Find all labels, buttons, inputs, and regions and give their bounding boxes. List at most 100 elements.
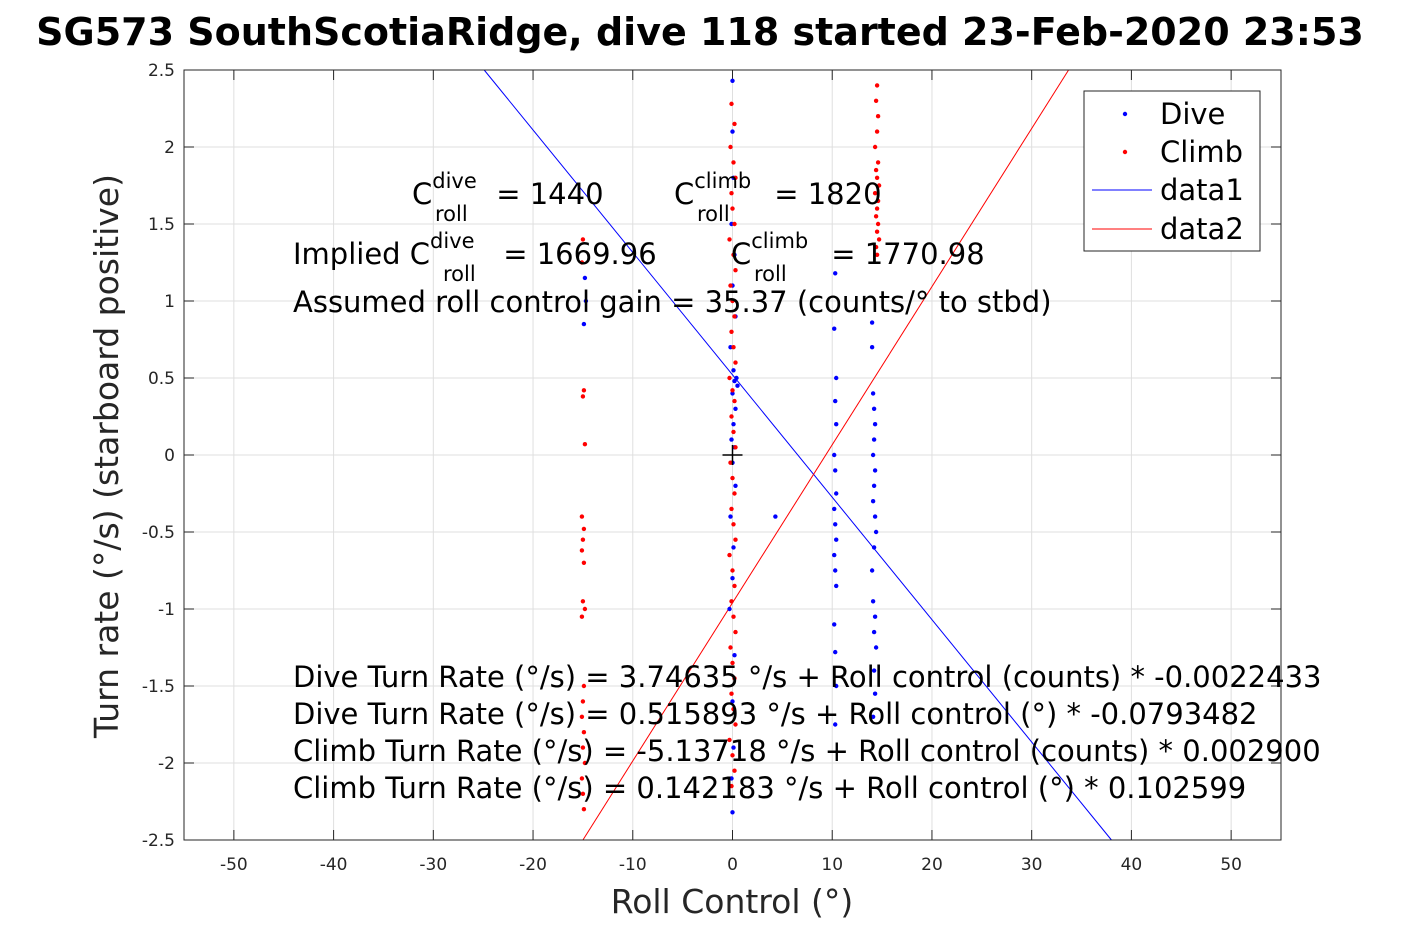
climb-point [729, 329, 734, 334]
climb-point [875, 221, 881, 227]
climb-point [733, 175, 738, 180]
dive-point [873, 529, 879, 535]
y-tick-label: 0 [164, 446, 175, 466]
climb-point [582, 442, 588, 447]
dive-point [834, 491, 839, 496]
y-tick-label: 0.5 [148, 369, 175, 389]
climb-point [732, 491, 737, 496]
climb-point [727, 737, 732, 743]
implied-c-roll-dive-annotation: Implied Cdive roll = 1669.96 [293, 229, 657, 286]
dive-point [733, 406, 738, 411]
legend-markers [1092, 111, 1152, 230]
dive-point [833, 522, 838, 527]
climb-point [580, 537, 586, 542]
climb-point [731, 706, 736, 712]
climb-point [731, 522, 736, 527]
climb-point [580, 599, 586, 604]
dive-point [833, 649, 838, 655]
dive-point [833, 271, 838, 276]
y-tick-label: -2.5 [142, 831, 175, 851]
x-tick-label: -30 [419, 855, 447, 875]
dive-point [872, 691, 878, 696]
climb-point [732, 676, 737, 681]
climb-point [873, 98, 879, 104]
y-tick-label: 2.5 [148, 61, 175, 81]
climb-point [581, 807, 587, 812]
climb-point [581, 388, 587, 393]
y-tick-label: -1 [158, 600, 175, 620]
climb-point [874, 206, 880, 211]
dive-point [871, 629, 877, 635]
dive-point [732, 653, 737, 658]
climb-point [874, 252, 880, 257]
climb-point [876, 183, 882, 188]
dive-point [729, 437, 734, 442]
dive-point [834, 537, 839, 542]
climb-point [730, 298, 735, 304]
dive-point [872, 614, 878, 619]
dive-point [773, 514, 778, 519]
dive-point [728, 514, 733, 519]
dive-point [834, 583, 839, 589]
dive-point [729, 776, 734, 781]
climb-point [580, 699, 586, 704]
climb-point [581, 683, 587, 689]
legend-label-dive: Dive [1160, 97, 1225, 131]
climb-point [733, 360, 738, 365]
climb-point [732, 768, 737, 773]
climb-point [582, 760, 588, 766]
dive-point [833, 722, 838, 727]
dive-point [872, 468, 878, 473]
dive-point [581, 321, 587, 327]
climb-point [731, 160, 736, 165]
climb-point [730, 753, 735, 758]
dive-point [871, 406, 877, 411]
dive-point [834, 375, 839, 381]
climb-point [872, 144, 878, 150]
legend-marker-dive [1122, 111, 1128, 117]
dive-point [832, 506, 837, 512]
y-tick-label: 1.5 [148, 215, 175, 235]
climb-point [730, 206, 735, 211]
dive-point [832, 622, 837, 627]
dive-point [869, 320, 875, 325]
climb-point [731, 614, 736, 619]
climb-point [733, 537, 738, 542]
climb-point [874, 175, 880, 180]
climb-point [731, 252, 736, 257]
dive-point [834, 422, 839, 427]
dive-point [872, 514, 878, 519]
dive-point [870, 714, 876, 719]
dive-point [833, 398, 838, 404]
climb-point [727, 552, 732, 558]
climb-point [728, 645, 733, 650]
axis-ticks: -50 -40 -30 -20 -10 0 10 20 30 40 50-2.5-2-1.5-1-0… [142, 61, 1281, 875]
dive-point [730, 129, 735, 134]
climb-point [728, 283, 733, 288]
dive-point [730, 576, 735, 581]
c-roll-dive-annotation: Cdive roll = 1440 [412, 169, 604, 226]
legend: Dive Climb data1 data2 [1083, 90, 1261, 252]
climb-point [729, 414, 734, 419]
dive-point [731, 545, 736, 550]
legend-marker-climb [1122, 149, 1128, 155]
climb-point [727, 237, 732, 242]
dive-point [870, 452, 876, 458]
dive-point [834, 683, 839, 689]
chart-title: SG573 SouthScotiaRidge, dive 118 started… [36, 10, 1364, 54]
x-tick-label: -20 [519, 855, 547, 875]
dive-equation-counts: Dive Turn Rate (°/s) = 3.74635 °/s + Rol… [293, 660, 1321, 694]
dive-point [869, 345, 875, 350]
legend-label-data1: data1 [1160, 173, 1244, 207]
climb-point [875, 114, 881, 119]
dive-point [873, 645, 879, 650]
climb-point [580, 237, 586, 242]
plot-frame [183, 69, 1282, 841]
climb-point [579, 776, 585, 781]
y-tick-label: -2 [158, 754, 175, 774]
climb-point [579, 260, 585, 265]
climb-point [580, 791, 586, 796]
climb-point [581, 730, 587, 735]
dive-point [870, 599, 876, 604]
